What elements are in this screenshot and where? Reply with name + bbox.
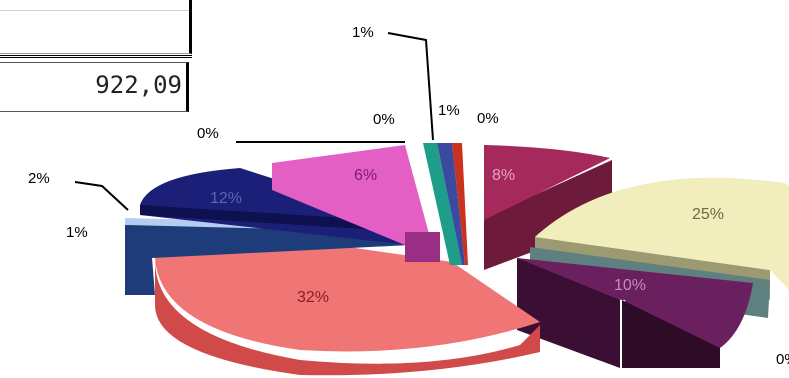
slice-label-32pct: 32% xyxy=(297,289,329,306)
slice-label-0pct-mid: 0% xyxy=(373,111,395,128)
slice-label-6pct: 6% xyxy=(354,167,377,184)
pie-slice-8pct-right xyxy=(484,145,612,270)
pie-slice-10pct xyxy=(517,258,753,368)
slice-label-1pct-top: 1% xyxy=(352,24,374,41)
pie-slice-1pct-purple xyxy=(437,143,465,265)
slice-label-8pct-inner: 8% xyxy=(492,167,515,184)
table-total-cell: 922,09 xyxy=(0,62,189,112)
table-row-empty xyxy=(0,0,192,54)
leader-line-2pct xyxy=(74,181,129,211)
pie-slice-2pct xyxy=(125,225,410,295)
slice-label-2pct: 2% xyxy=(28,170,50,187)
slice-label-0pct-left: 0% xyxy=(197,125,219,142)
slice-label-1pct-right: 1% xyxy=(438,102,460,119)
pie-slice-1pct-teal xyxy=(423,143,462,265)
slice-label-12pct: 12% xyxy=(210,190,242,207)
slice-label-25pct: 25% xyxy=(692,206,724,223)
leader-lines xyxy=(74,32,434,211)
pie-slice-6pct xyxy=(272,145,440,262)
table-fragment: 922,09 xyxy=(0,0,193,118)
pie-slice-32pct xyxy=(155,240,540,376)
pie-slice-12pct xyxy=(140,168,410,245)
slice-label-0pct-right: 0% xyxy=(477,110,499,127)
leader-line-1pct-top xyxy=(387,32,434,141)
pie-slice-0pct-red xyxy=(452,143,468,265)
slice-label-10pct: 10% xyxy=(614,277,646,294)
table-divider xyxy=(0,55,192,58)
slice-label-0pct-bottom: 0% xyxy=(776,351,789,368)
slice-label-1pct-left: 1% xyxy=(66,224,88,241)
